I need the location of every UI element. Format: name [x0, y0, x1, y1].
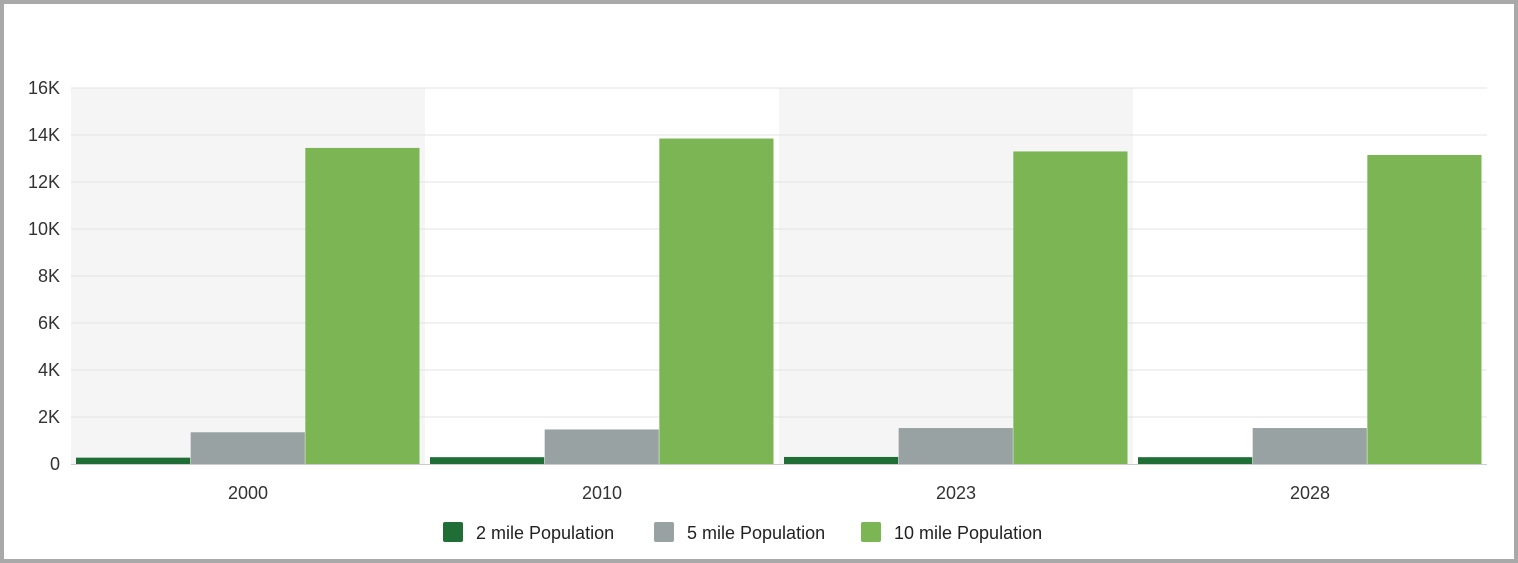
x-axis: 2000 2010 2023 2028 — [71, 464, 1487, 503]
bar — [784, 456, 899, 464]
legend-item[interactable]: 10 mile Population — [861, 522, 1042, 543]
y-tick-label: 6K — [38, 313, 60, 333]
x-tick-label: 2010 — [582, 483, 622, 503]
legend-swatch — [861, 522, 881, 542]
legend-swatch — [654, 522, 674, 542]
y-tick-label: 10K — [28, 219, 60, 239]
y-tick-label: 8K — [38, 266, 60, 286]
bar — [1367, 154, 1482, 464]
bars — [76, 138, 1482, 465]
y-tick-label: 0 — [50, 454, 60, 474]
legend-swatch — [443, 522, 463, 542]
bar — [1252, 428, 1367, 464]
legend-item[interactable]: 2 mile Population — [443, 522, 614, 543]
bar — [659, 138, 774, 464]
bar — [898, 428, 1013, 464]
y-tick-label: 2K — [38, 407, 60, 427]
x-tick-label: 2023 — [936, 483, 976, 503]
bar — [190, 432, 305, 464]
legend: 2 mile Population 5 mile Population 10 mil… — [443, 522, 1042, 543]
y-tick-label: 16K — [28, 78, 60, 98]
y-tick-label: 4K — [38, 360, 60, 380]
bar — [76, 457, 191, 464]
bar — [430, 457, 545, 464]
legend-label: 5 mile Population — [687, 523, 825, 543]
y-axis: 0 2K 4K 6K 8K 10K 12K 14K 16K — [28, 78, 60, 474]
legend-label: 2 mile Population — [476, 523, 614, 543]
legend-label: 10 mile Population — [894, 523, 1042, 543]
bar — [1138, 457, 1253, 464]
y-tick-label: 12K — [28, 172, 60, 192]
x-tick-label: 2028 — [1290, 483, 1330, 503]
legend-item[interactable]: 5 mile Population — [654, 522, 825, 543]
bar — [544, 429, 659, 464]
y-tick-label: 14K — [28, 125, 60, 145]
x-tick-label: 2000 — [228, 483, 268, 503]
bar — [305, 147, 420, 465]
bar — [1013, 151, 1128, 464]
